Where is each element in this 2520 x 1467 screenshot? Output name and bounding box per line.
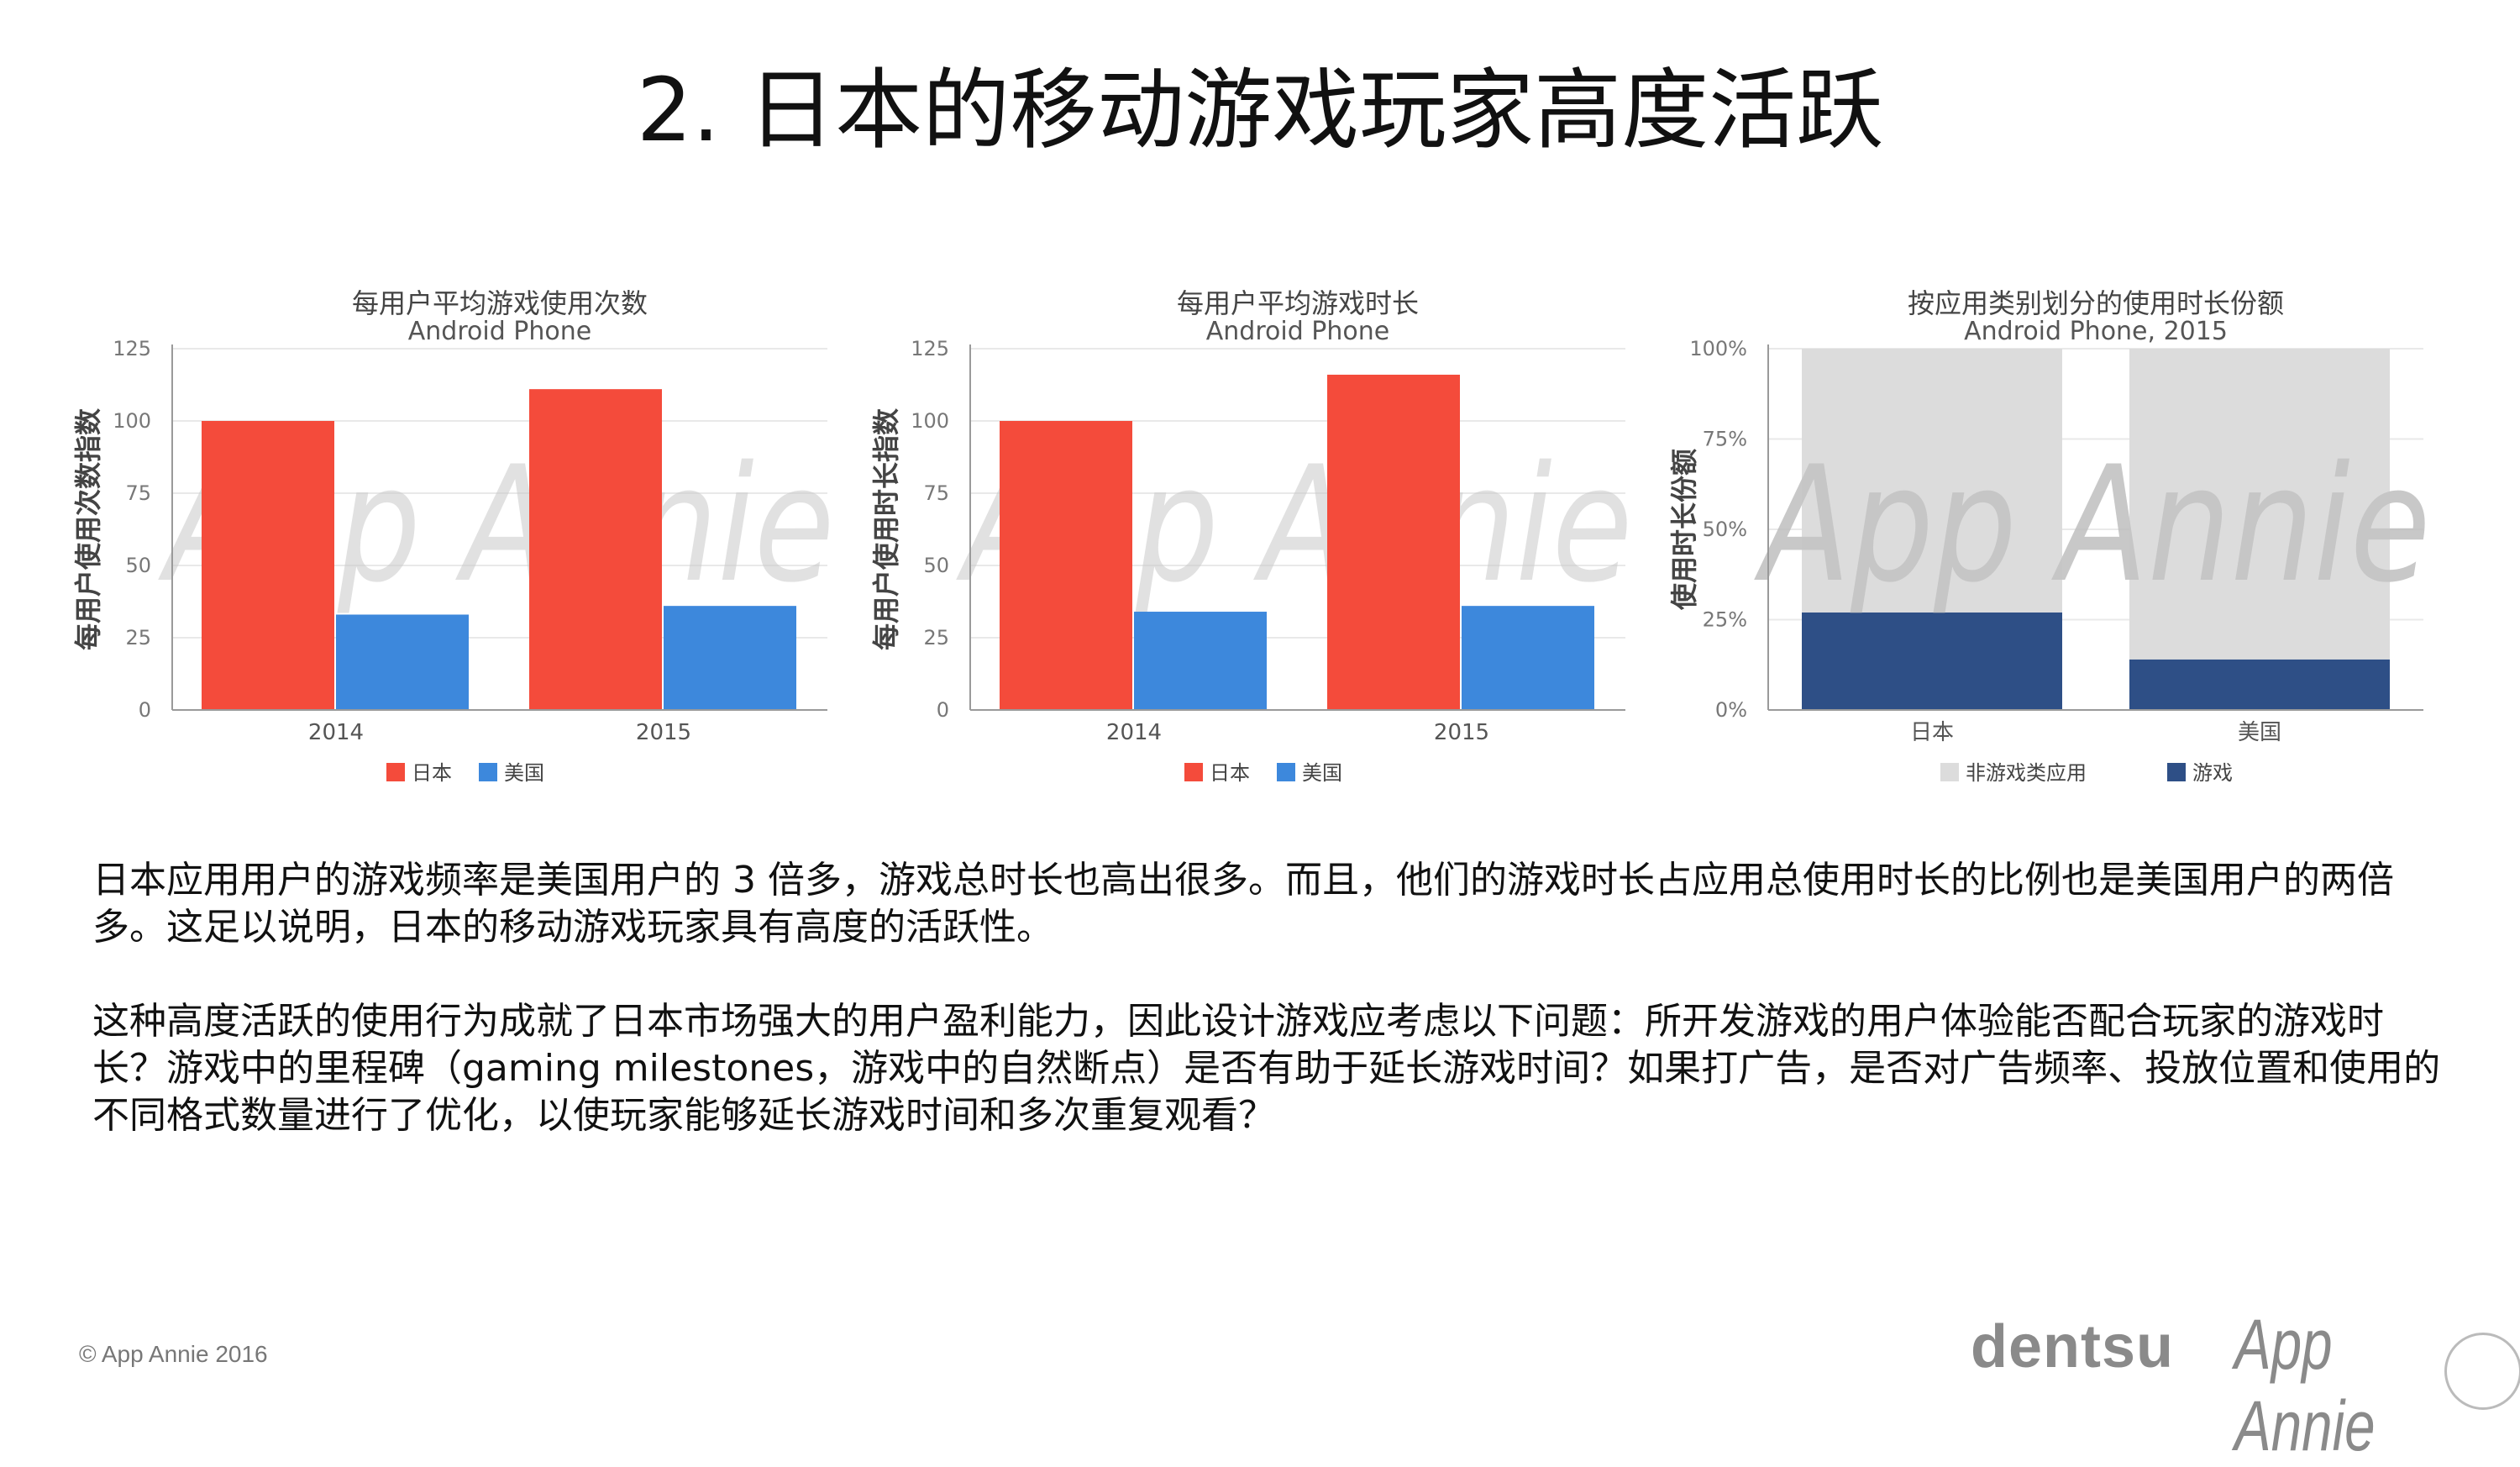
- bar-japan-2015: [1327, 374, 1460, 710]
- chart-game-sessions: 每用户平均游戏使用次数 Android Phone 每用户使用次数指数 0 25 50 75…: [67, 269, 874, 807]
- legend-label: 美国: [504, 761, 544, 785]
- y-tick-label: 75: [923, 481, 949, 505]
- stamp-icon: [2444, 1333, 2520, 1410]
- y-tick-label: 75%: [1703, 428, 1747, 451]
- bar-nongame-日本: [1802, 349, 2062, 613]
- watermark-text-overlay: App Annie: [1753, 432, 2430, 618]
- x-tick-label: 2015: [636, 720, 691, 745]
- y-tick-label: 100%: [1689, 337, 1747, 360]
- y-tick-label: 50: [125, 554, 151, 577]
- legend-swatch: [1277, 763, 1295, 781]
- x-tick-label: 美国: [2238, 720, 2281, 745]
- x-tick-label: 2015: [1434, 720, 1489, 745]
- legend-swatch: [479, 763, 497, 781]
- chart-subtitle: Android Phone, 2015: [1964, 317, 2228, 346]
- y-tick-label: 25: [923, 626, 949, 649]
- chart-title: 每用户平均游戏时长: [1177, 287, 1419, 319]
- body-text: 日本应用用户的游戏频率是美国用户的 3 倍多，游戏总时长也高出很多。而且，他们的…: [92, 857, 2444, 1186]
- y-tick-label: 0: [139, 698, 151, 722]
- chart-title: 按应用类别划分的使用时长份额: [1908, 287, 2284, 319]
- bar-japan-2014: [202, 421, 334, 710]
- y-tick-label: 125: [113, 337, 151, 360]
- slide-title: 2. 日本的移动游戏玩家高度活跃: [636, 59, 1884, 161]
- legend-label: 美国: [1302, 761, 1342, 785]
- chart-time-share: 按应用类别划分的使用时长份额 Android Phone, 2015 使用时长份额 0…: [1663, 269, 2470, 807]
- y-tick-label: 0: [937, 698, 949, 722]
- bar-japan-2014: [1000, 421, 1132, 710]
- x-tick-label: 日本: [1910, 720, 1954, 745]
- legend-label: 非游戏类应用: [1966, 761, 2087, 785]
- legend-swatch: [1184, 763, 1203, 781]
- y-tick-label: 50: [923, 554, 949, 577]
- legend-swatch: [1940, 763, 1959, 781]
- bar-game-美国: [2129, 659, 2390, 710]
- y-tick-label: 125: [911, 337, 949, 360]
- y-axis-label: 每用户使用时长指数: [870, 408, 902, 650]
- legend-swatch: [386, 763, 405, 781]
- legend-label: 游戏: [2192, 761, 2233, 785]
- dentsu-logo: dentsu: [1971, 1313, 2175, 1380]
- bar-nongame-美国: [2129, 349, 2390, 660]
- legend-swatch: [2167, 763, 2186, 781]
- bar-japan-2015: [529, 389, 662, 710]
- bar-usa-2014: [336, 614, 469, 710]
- chart-game-time: 每用户平均游戏时长 Android Phone 每用户使用时长指数 0 25 50 75 10…: [865, 269, 1672, 807]
- app-annie-logo: App Annie: [2234, 1305, 2376, 1465]
- y-tick-label: 100: [911, 409, 949, 433]
- copyright: © App Annie 2016: [79, 1341, 268, 1367]
- y-axis-label: 每用户使用次数指数: [72, 408, 104, 650]
- chart-subtitle: Android Phone: [408, 317, 591, 346]
- y-tick-label: 25%: [1703, 608, 1747, 632]
- legend-label: 日本: [412, 761, 452, 785]
- legend-label: 日本: [1210, 761, 1250, 785]
- bar-game-日本: [1802, 612, 2062, 710]
- y-tick-label: 50%: [1703, 518, 1747, 541]
- chart-subtitle: Android Phone: [1206, 317, 1389, 346]
- paragraph-2: 这种高度活跃的使用行为成就了日本市场强大的用户盈利能力，因此设计游戏应考虑以下问…: [92, 1000, 2441, 1137]
- y-tick-label: 75: [125, 481, 151, 505]
- bar-usa-2015: [664, 606, 796, 710]
- x-tick-label: 2014: [308, 720, 364, 745]
- y-axis-label: 使用时长份额: [1668, 449, 1700, 611]
- y-tick-label: 100: [113, 409, 151, 433]
- y-tick-label: 25: [125, 626, 151, 649]
- paragraph-1: 日本应用用户的游戏频率是美国用户的 3 倍多，游戏总时长也高出很多。而且，他们的…: [92, 859, 2394, 949]
- bar-usa-2015: [1462, 606, 1594, 710]
- chart-title: 每用户平均游戏使用次数: [352, 287, 648, 319]
- bar-usa-2014: [1134, 612, 1267, 710]
- x-tick-label: 2014: [1106, 720, 1162, 745]
- y-tick-label: 0%: [1715, 698, 1747, 722]
